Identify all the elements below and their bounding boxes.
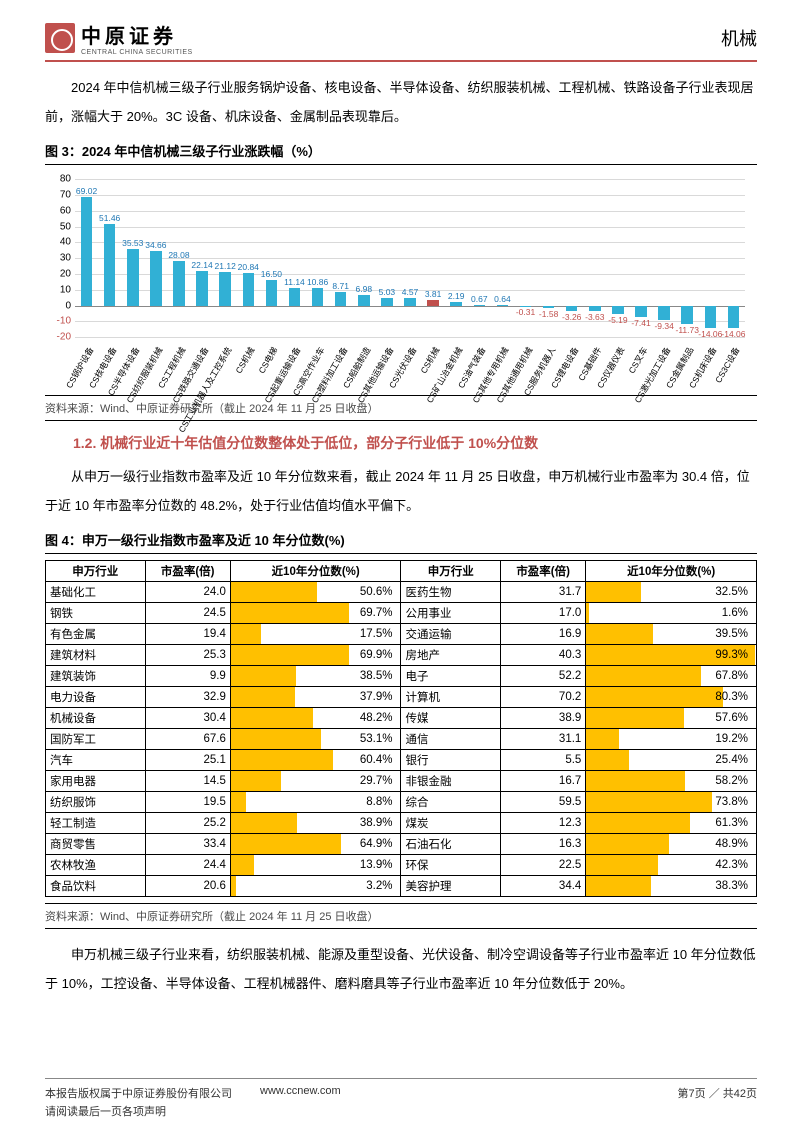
- table-row: 电力设备32.937.9%计算机70.280.3%: [46, 687, 757, 708]
- table-row: 汽车25.160.4%银行5.525.4%: [46, 750, 757, 771]
- page-footer: 本报告版权属于中原证券股份有限公司 www.ccnew.com 请阅读最后一页各…: [45, 1078, 757, 1119]
- table-row: 轻工制造25.238.9%煤炭12.361.3%: [46, 813, 757, 834]
- company-logo: 中原证券 CENTRAL CHINA SECURITIES: [45, 20, 193, 56]
- table-row: 机械设备30.448.2%传媒38.957.6%: [46, 708, 757, 729]
- logo-en: CENTRAL CHINA SECURITIES: [81, 49, 193, 56]
- table-row: 纺织服饰19.58.8%综合59.573.8%: [46, 792, 757, 813]
- header-category: 机械: [721, 25, 757, 51]
- table-row: 基础化工24.050.6%医药生物31.732.5%: [46, 582, 757, 603]
- chart3-container: -20-100102030405060708069.02CS锅炉设备51.46C…: [45, 164, 757, 396]
- logo-icon: [45, 23, 75, 53]
- table-row: 建筑材料25.369.9%房地产40.399.3%: [46, 645, 757, 666]
- table4: 申万行业市盈率(倍)近10年分位数(%)申万行业市盈率(倍)近10年分位数(%)…: [45, 560, 757, 897]
- chart3: -20-100102030405060708069.02CS锅炉设备51.46C…: [45, 173, 757, 393]
- table-header: 市盈率(倍): [145, 561, 230, 582]
- footer-copyright: 本报告版权属于中原证券股份有限公司: [45, 1085, 232, 1101]
- footer-url: www.ccnew.com: [260, 1085, 341, 1101]
- table-header: 申万行业: [46, 561, 146, 582]
- table-header: 市盈率(倍): [501, 561, 586, 582]
- paragraph-2: 从申万一级行业指数市盈率及近 10 年分位数来看，截止 2024 年 11 月 …: [45, 463, 757, 520]
- table-row: 食品饮料20.63.2%美容护理34.438.3%: [46, 876, 757, 897]
- table-row: 钢铁24.569.7%公用事业17.01.6%: [46, 603, 757, 624]
- paragraph-3: 申万机械三级子行业来看，纺织服装机械、能源及重型设备、光伏设备、制冷空调设备等子…: [45, 941, 757, 998]
- logo-cn: 中原证券: [81, 20, 193, 49]
- table-row: 国防军工67.653.1%通信31.119.2%: [46, 729, 757, 750]
- table4-container: 申万行业市盈率(倍)近10年分位数(%)申万行业市盈率(倍)近10年分位数(%)…: [45, 553, 757, 904]
- table-row: 商贸零售33.464.9%石油石化16.348.9%: [46, 834, 757, 855]
- figure4-title: 图 4：申万一级行业指数市盈率及近 10 年分位数(%): [45, 530, 757, 549]
- figure3-title: 图 3：2024 年中信机械三级子行业涨跌幅（%）: [45, 141, 757, 160]
- table-row: 农林牧渔24.413.9%环保22.542.3%: [46, 855, 757, 876]
- table-header: 申万行业: [401, 561, 501, 582]
- table-row: 有色金属19.417.5%交通运输16.939.5%: [46, 624, 757, 645]
- table-row: 家用电器14.529.7%非银金融16.758.2%: [46, 771, 757, 792]
- paragraph-1: 2024 年中信机械三级子行业服务锅炉设备、核电设备、半导体设备、纺织服装机械、…: [45, 74, 757, 131]
- table-header: 近10年分位数(%): [230, 561, 401, 582]
- footer-page: 第7页 ／ 共42页: [678, 1085, 757, 1119]
- table-row: 建筑装饰9.938.5%电子52.267.8%: [46, 666, 757, 687]
- figure3-source: 资料来源：Wind、中原证券研究所（截止 2024 年 11 月 25 日收盘）: [45, 400, 757, 421]
- table-header: 近10年分位数(%): [586, 561, 757, 582]
- footer-disclaimer: 请阅读最后一页各项声明: [45, 1103, 341, 1119]
- figure4-source: 资料来源：Wind、中原证券研究所（截止 2024 年 11 月 25 日收盘）: [45, 908, 757, 929]
- section-1-2-title: 1.2. 机械行业近十年估值分位数整体处于低位，部分子行业低于 10%分位数: [73, 433, 757, 453]
- page-header: 中原证券 CENTRAL CHINA SECURITIES 机械: [45, 20, 757, 62]
